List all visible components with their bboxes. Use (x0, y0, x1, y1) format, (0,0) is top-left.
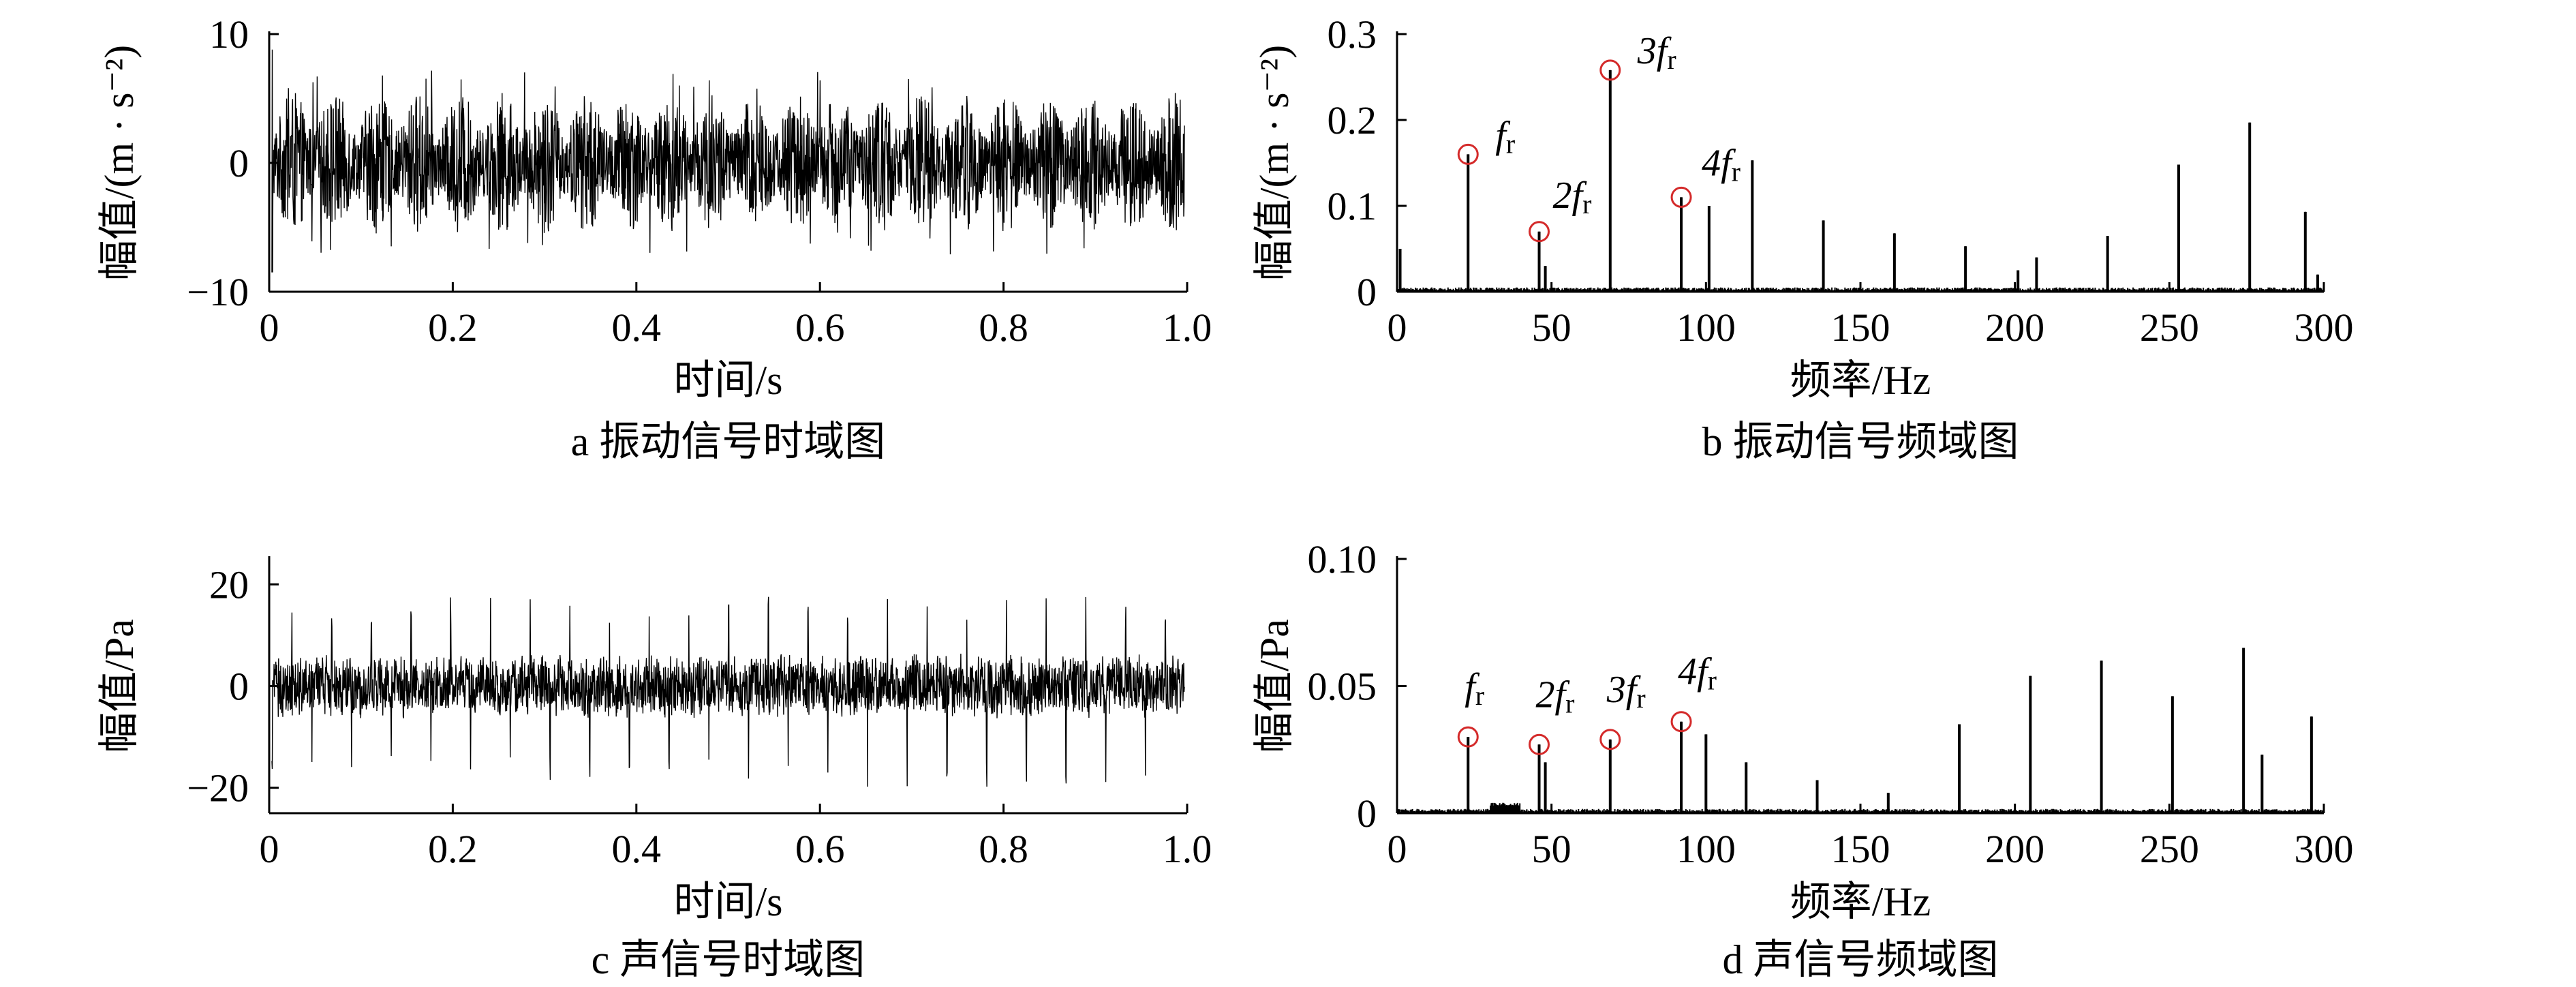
harmonic-marker (1457, 143, 1479, 165)
harmonic-label-sub: r (1667, 44, 1676, 75)
harmonic-label-main: 2f (1536, 673, 1571, 716)
x-tick-label: 1.0 (1163, 305, 1212, 350)
harmonic-label-sub: r (1506, 128, 1515, 159)
x-tick-label: 100 (1676, 305, 1736, 350)
harmonic-label: fr (1495, 114, 1515, 159)
x-tick-label: 0 (260, 305, 279, 350)
x-tick-label: 0.4 (612, 827, 662, 871)
harmonic-label-main: 4f (1702, 142, 1736, 184)
y-axis-label: 幅值/(m · s⁻²) (97, 45, 142, 281)
x-tick-label: 0 (260, 827, 279, 871)
harmonic-label-sub: r (1732, 156, 1741, 187)
x-tick-label: 200 (1985, 827, 2044, 871)
y-tick-label: 0.10 (1308, 537, 1377, 581)
signal-trace-a (271, 49, 1185, 273)
x-axis-label: 时间/s (673, 879, 782, 924)
harmonic-label: 3fr (1606, 669, 1646, 714)
spectrum-trace-d (1396, 648, 2325, 813)
harmonic-label-main: 4f (1678, 651, 1713, 693)
x-tick-label: 150 (1831, 305, 1890, 350)
x-axis-label: 时间/s (673, 358, 782, 403)
harmonic-marker (1457, 726, 1479, 748)
x-tick-label: 0.2 (428, 827, 478, 871)
y-tick-label: 20 (209, 562, 249, 607)
x-tick-label: 250 (2140, 827, 2199, 871)
spectrum-trace-b (1396, 70, 2325, 292)
x-tick-label: 0.4 (612, 305, 662, 350)
harmonic-label: 2fr (1553, 174, 1592, 219)
x-tick-label: 250 (2140, 305, 2199, 350)
x-tick-label: 0.6 (795, 305, 845, 350)
y-axis-label: 幅值/Pa (1252, 619, 1297, 753)
harmonic-label-sub: r (1636, 683, 1645, 714)
x-tick-label: 300 (2295, 305, 2354, 350)
x-tick-label: 0.2 (428, 305, 478, 350)
harmonic-label-main: 3f (1606, 669, 1642, 711)
harmonic-label-main: 2f (1553, 174, 1588, 217)
harmonic-label-sub: r (1475, 680, 1484, 711)
x-tick-label: 0.8 (979, 305, 1028, 350)
x-tick-label: 0.8 (979, 827, 1028, 871)
x-tick-label: 0 (1387, 827, 1407, 871)
x-tick-label: 0 (1387, 305, 1407, 350)
x-axis-label: 频率/Hz (1790, 879, 1931, 924)
x-tick-label: 50 (1532, 827, 1571, 871)
y-tick-label: 0 (229, 665, 249, 709)
y-tick-label: 0 (229, 141, 249, 185)
y-tick-label: 0.3 (1328, 12, 1377, 57)
harmonic-label-sub: r (1708, 665, 1717, 696)
harmonic-label: 4fr (1702, 142, 1741, 187)
x-tick-label: 0.6 (795, 827, 845, 871)
y-tick-label: −20 (187, 766, 249, 810)
harmonic-marker (1599, 729, 1621, 750)
harmonic-label: 3fr (1637, 30, 1676, 75)
harmonic-marker (1529, 733, 1550, 755)
y-tick-label: 0.1 (1328, 184, 1377, 228)
x-tick-label: 300 (2295, 827, 2354, 871)
x-tick-label: 50 (1532, 305, 1571, 350)
panel-caption: c 声信号时域图 (592, 937, 865, 982)
x-tick-label: 200 (1985, 305, 2044, 350)
y-tick-label: 10 (209, 12, 249, 57)
y-axis-label: 幅值/Pa (97, 619, 142, 753)
harmonic-label-sub: r (1565, 688, 1574, 718)
panel-caption: b 振动信号频域图 (1702, 419, 2019, 464)
harmonic-marker (1529, 221, 1550, 243)
harmonic-label: 2fr (1536, 673, 1575, 718)
harmonic-label-main: 3f (1637, 30, 1672, 72)
harmonic-marker (1599, 59, 1621, 81)
x-tick-label: 100 (1676, 827, 1736, 871)
y-axis-label: 幅值/(m · s⁻²) (1252, 45, 1297, 281)
x-tick-label: 150 (1831, 827, 1890, 871)
harmonic-label: fr (1465, 666, 1484, 711)
y-tick-label: 0 (1357, 791, 1377, 836)
x-tick-label: 1.0 (1163, 827, 1212, 871)
harmonic-marker (1670, 711, 1692, 733)
harmonic-label: 4fr (1678, 651, 1717, 696)
y-tick-label: 0.05 (1308, 665, 1377, 709)
y-tick-label: 0.2 (1328, 98, 1377, 142)
y-tick-label: −10 (187, 270, 249, 314)
panel-caption: a 振动信号时域图 (571, 419, 886, 464)
harmonic-marker (1670, 186, 1692, 208)
signal-trace-c (271, 596, 1185, 787)
harmonic-label-sub: r (1582, 189, 1591, 219)
panel-caption: d 声信号频域图 (1723, 937, 1999, 982)
x-axis-label: 频率/Hz (1790, 358, 1931, 403)
y-tick-label: 0 (1357, 270, 1377, 314)
